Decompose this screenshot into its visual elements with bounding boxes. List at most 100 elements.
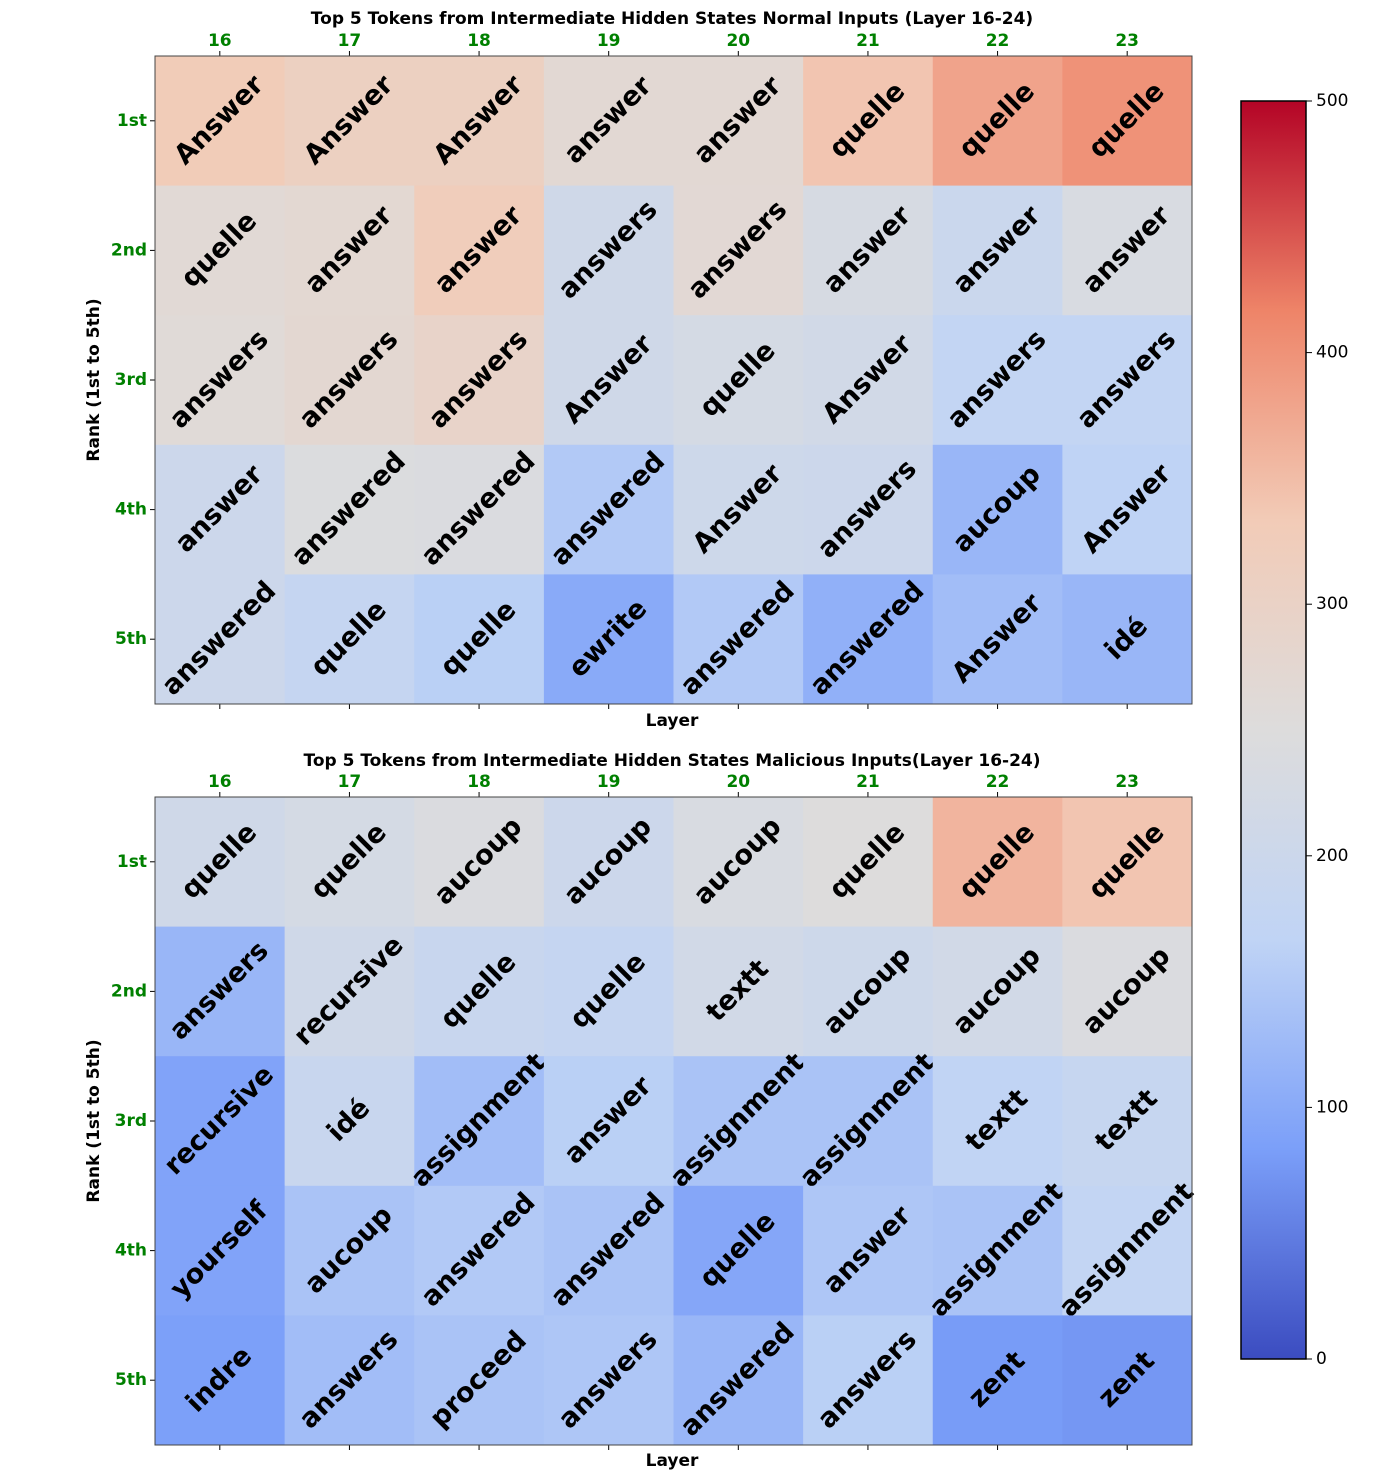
heatmap-cell bbox=[155, 797, 286, 928]
heatmap-cell bbox=[414, 926, 545, 1057]
column-tick-label: 23 bbox=[1115, 31, 1139, 51]
heatmap-cell bbox=[803, 797, 934, 928]
heatmap-cell bbox=[932, 1056, 1063, 1187]
column-tick-label: 18 bbox=[467, 31, 491, 51]
normal-heatmap-title: Top 5 Tokens from Intermediate Hidden St… bbox=[311, 9, 1033, 29]
normal-inputs-heatmap: Top 5 Tokens from Intermediate Hidden St… bbox=[84, 9, 1193, 731]
heatmap-cell bbox=[673, 797, 804, 928]
heatmap-cell bbox=[155, 574, 286, 705]
heatmap-cell bbox=[932, 315, 1063, 446]
malicious-inputs-heatmap: Top 5 Tokens from Intermediate Hidden St… bbox=[84, 751, 1200, 1471]
heatmap-cell bbox=[543, 926, 674, 1057]
heatmap-cell bbox=[155, 1185, 286, 1316]
colorbar-tick-label: 0 bbox=[1316, 1349, 1327, 1369]
heatmap-cell bbox=[284, 797, 415, 928]
column-tick-label: 16 bbox=[208, 772, 232, 792]
heatmap-cell bbox=[155, 444, 286, 575]
malicious-heatmap-xlabel: Layer bbox=[646, 1451, 699, 1471]
heatmap-cell bbox=[673, 574, 804, 705]
colorbar-gradient bbox=[1240, 100, 1307, 1360]
row-tick-label: 4th bbox=[115, 1241, 147, 1261]
colorbar-tick-label: 500 bbox=[1316, 91, 1348, 111]
heatmap-cell bbox=[543, 1315, 674, 1446]
heatmap-cell bbox=[803, 185, 934, 316]
heatmap-cell bbox=[1062, 926, 1193, 1057]
row-tick-label: 3rd bbox=[115, 370, 147, 390]
column-tick-label: 16 bbox=[208, 31, 232, 51]
heatmap-cell bbox=[932, 56, 1063, 187]
heatmap-cell bbox=[932, 926, 1063, 1057]
colorbar-tick-label: 100 bbox=[1316, 1097, 1348, 1117]
heatmap-cell bbox=[284, 1056, 415, 1187]
heatmap-cell bbox=[543, 444, 674, 575]
heatmap-cell bbox=[803, 56, 934, 187]
row-tick-label: 4th bbox=[115, 500, 147, 520]
colorbar-tick-label: 300 bbox=[1316, 594, 1348, 614]
heatmap-cell bbox=[414, 797, 545, 928]
heatmap-cell bbox=[1062, 56, 1193, 187]
heatmap-cell bbox=[803, 1315, 934, 1446]
heatmap-cell bbox=[414, 56, 545, 187]
column-tick-label: 22 bbox=[986, 31, 1010, 51]
heatmap-cell bbox=[932, 185, 1063, 316]
heatmap-cell bbox=[543, 185, 674, 316]
heatmap-cell bbox=[803, 1185, 934, 1316]
column-tick-label: 21 bbox=[856, 31, 880, 51]
column-tick-label: 21 bbox=[856, 772, 880, 792]
malicious-heatmap-ylabel: Rank (1st to 5th) bbox=[84, 1039, 104, 1202]
heatmap-cell bbox=[1062, 574, 1193, 705]
row-tick-label: 1st bbox=[117, 852, 147, 872]
heatmap-cell bbox=[673, 1315, 804, 1446]
column-tick-label: 18 bbox=[467, 772, 491, 792]
heatmap-cell bbox=[673, 315, 804, 446]
heatmap-cell bbox=[932, 797, 1063, 928]
heatmap-cell bbox=[673, 1056, 804, 1187]
heatmap-cell bbox=[543, 315, 674, 446]
malicious-heatmap-frame bbox=[154, 796, 1193, 1446]
heatmap-cell bbox=[803, 574, 934, 705]
row-tick-label: 5th bbox=[115, 629, 147, 649]
heatmap-cell bbox=[284, 444, 415, 575]
heatmap-cell bbox=[155, 315, 286, 446]
heatmap-cell bbox=[414, 315, 545, 446]
column-tick-label: 19 bbox=[597, 31, 621, 51]
heatmap-cell bbox=[284, 1185, 415, 1316]
heatmap-cell bbox=[543, 1185, 674, 1316]
heatmap-cell bbox=[673, 1185, 804, 1316]
heatmap-cell bbox=[284, 56, 415, 187]
heatmap-cell bbox=[1062, 797, 1193, 928]
column-tick-label: 17 bbox=[338, 31, 362, 51]
heatmap-cell bbox=[1062, 1315, 1193, 1446]
heatmap-cell bbox=[414, 444, 545, 575]
heatmap-cell bbox=[414, 185, 545, 316]
column-tick-label: 20 bbox=[726, 31, 750, 51]
heatmap-cell bbox=[803, 444, 934, 575]
normal-heatmap-xlabel: Layer bbox=[646, 711, 699, 731]
column-tick-label: 17 bbox=[338, 772, 362, 792]
heatmap-cell bbox=[543, 1056, 674, 1187]
heatmap-cell bbox=[932, 1315, 1063, 1446]
heatmap-cell bbox=[155, 1315, 286, 1446]
heatmap-cell bbox=[155, 185, 286, 316]
heatmap-cell bbox=[1062, 1185, 1193, 1316]
colorbar-tick-label: 400 bbox=[1316, 343, 1348, 363]
heatmap-cell bbox=[414, 574, 545, 705]
heatmap-cell bbox=[543, 797, 674, 928]
row-tick-label: 5th bbox=[115, 1370, 147, 1390]
column-tick-label: 19 bbox=[597, 772, 621, 792]
heatmap-cell bbox=[284, 1315, 415, 1446]
heatmap-cell bbox=[414, 1315, 545, 1446]
heatmap-cell bbox=[284, 185, 415, 316]
heatmap-cell bbox=[673, 185, 804, 316]
column-tick-label: 20 bbox=[726, 772, 750, 792]
heatmap-cell bbox=[932, 444, 1063, 575]
column-tick-label: 23 bbox=[1115, 772, 1139, 792]
heatmap-cell bbox=[284, 574, 415, 705]
colorbar-tick-label: 200 bbox=[1316, 846, 1348, 866]
heatmap-cell bbox=[932, 574, 1063, 705]
heatmap-cell bbox=[543, 574, 674, 705]
heatmap-cell bbox=[155, 56, 286, 187]
heatmap-cell bbox=[803, 926, 934, 1057]
heatmap-cell bbox=[284, 926, 415, 1057]
